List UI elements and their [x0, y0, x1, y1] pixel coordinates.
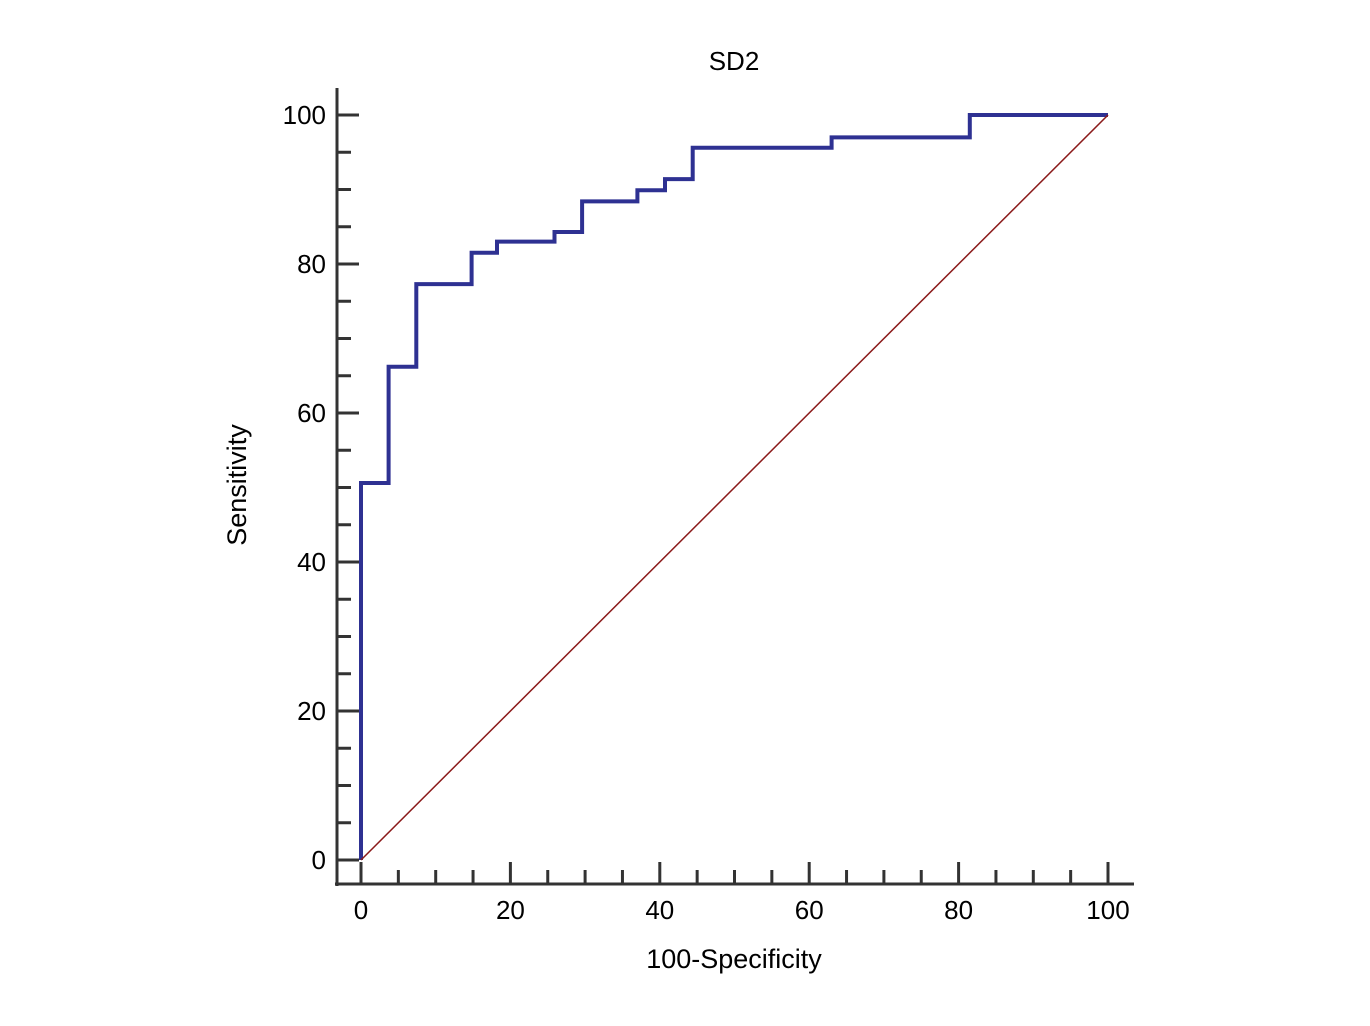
x-tick-label: 80 — [944, 895, 973, 925]
x-tick-label: 60 — [795, 895, 824, 925]
x-tick-label: 100 — [1086, 895, 1129, 925]
x-tick-label: 40 — [645, 895, 674, 925]
chart-title: SD2 — [709, 46, 760, 76]
x-tick-label: 0 — [354, 895, 368, 925]
y-tick-label: 0 — [312, 845, 326, 875]
y-axis-label: Sensitivity — [222, 424, 252, 546]
plot-area: 0 20 40 60 80 100 0 20 40 60 80 100 — [283, 88, 1134, 925]
y-tick-label: 60 — [297, 398, 326, 428]
x-tick-label: 20 — [496, 895, 525, 925]
x-axis-label: 100-Specificity — [646, 944, 822, 974]
y-tick-label: 80 — [297, 249, 326, 279]
y-tick-label: 100 — [283, 100, 326, 130]
reference-diagonal — [360, 114, 1109, 861]
y-tick-label: 40 — [297, 547, 326, 577]
y-tick-label: 20 — [297, 696, 326, 726]
roc-curve — [359, 113, 1108, 860]
